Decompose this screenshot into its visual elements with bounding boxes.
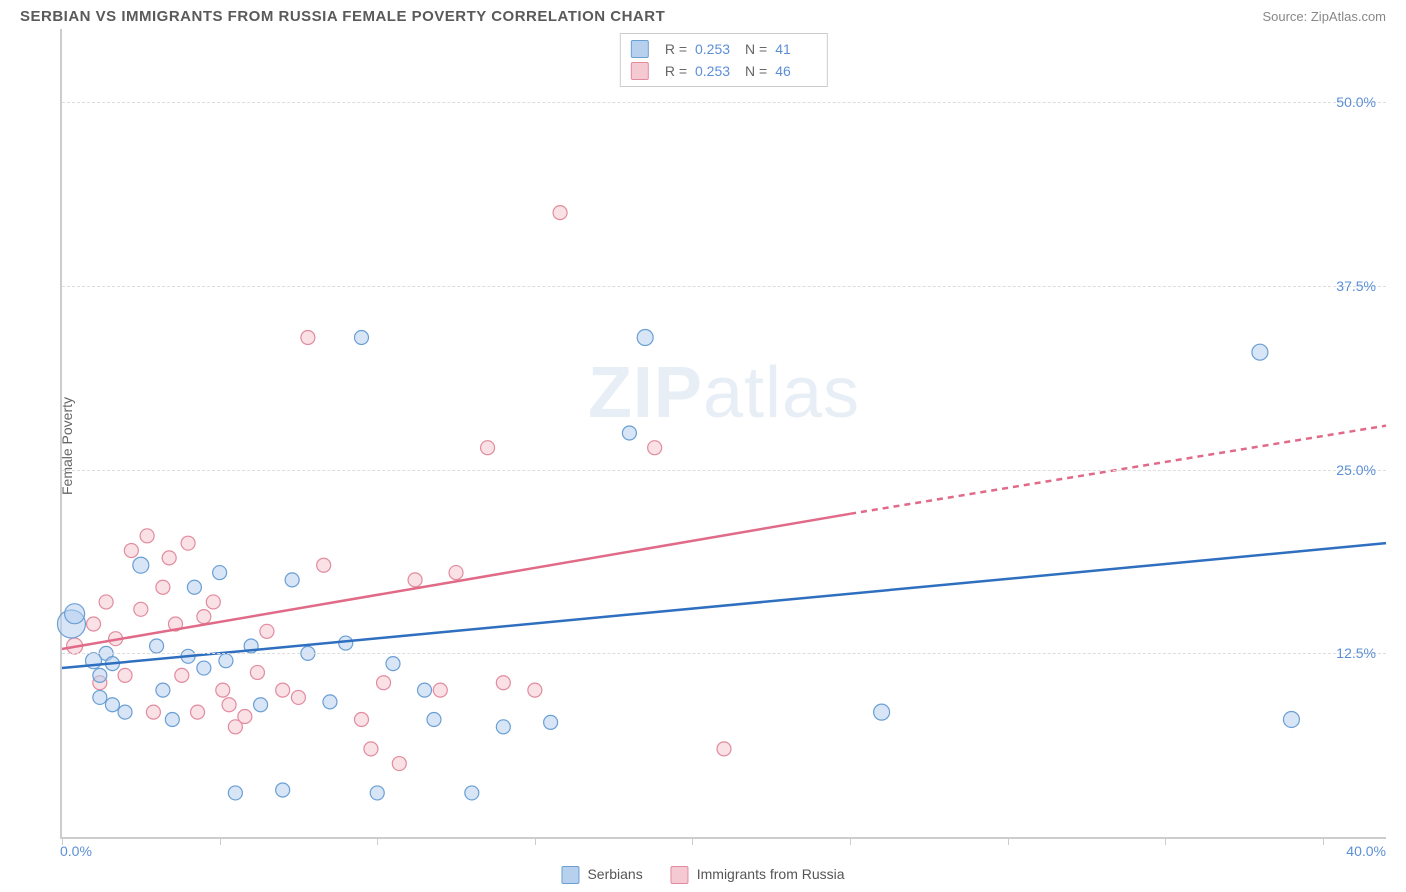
gridline [62,102,1386,103]
chart-plot-area: ZIPatlas R = 0.253 N = 41 R = 0.253 N = … [60,29,1386,839]
data-point [260,624,274,638]
data-point [197,661,211,675]
gridline [62,470,1386,471]
data-point [433,683,447,697]
data-point [377,676,391,690]
data-point [276,683,290,697]
data-point [150,639,164,653]
data-point [175,668,189,682]
data-point [481,441,495,455]
data-point [874,704,890,720]
data-point [364,742,378,756]
data-point [133,557,149,573]
data-point [386,657,400,671]
y-tick-label: 37.5% [1336,278,1376,294]
x-axis-end: 40.0% [1346,843,1386,859]
data-point [648,441,662,455]
data-point [146,705,160,719]
data-point [717,742,731,756]
data-point [181,536,195,550]
data-point [140,529,154,543]
data-point [449,566,463,580]
data-point [93,668,107,682]
data-point [418,683,432,697]
data-point [118,668,132,682]
series-legend: Serbians Immigrants from Russia [561,866,844,884]
data-point [134,602,148,616]
data-point [496,720,510,734]
data-point [191,705,205,719]
data-point [370,786,384,800]
data-point [105,698,119,712]
legend-item-russians: Immigrants from Russia [671,866,845,884]
data-point [528,683,542,697]
data-point [317,558,331,572]
data-point [99,595,113,609]
data-point [637,330,653,346]
data-point [156,683,170,697]
data-point [496,676,510,690]
swatch-pink-icon [671,866,689,884]
data-point [544,715,558,729]
data-point [162,551,176,565]
data-point [1252,344,1268,360]
legend-item-serbians: Serbians [561,866,642,884]
data-point [427,712,441,726]
data-point [354,331,368,345]
trend-line [62,514,850,649]
data-point [354,712,368,726]
scatter-svg [62,29,1386,837]
data-point [1283,711,1299,727]
data-point [392,757,406,771]
trend-line [62,543,1386,668]
data-point [219,654,233,668]
y-tick-label: 12.5% [1336,645,1376,661]
gridline [62,286,1386,287]
data-point [118,705,132,719]
data-point [254,698,268,712]
data-point [285,573,299,587]
data-point [93,690,107,704]
data-point [216,683,230,697]
gridline [62,653,1386,654]
data-point [291,690,305,704]
data-point [250,665,264,679]
source-label: Source: ZipAtlas.com [1262,9,1386,24]
data-point [276,783,290,797]
y-tick-label: 25.0% [1336,462,1376,478]
data-point [622,426,636,440]
data-point [222,698,236,712]
data-point [339,636,353,650]
data-point [213,566,227,580]
data-point [228,786,242,800]
data-point [156,580,170,594]
data-point [165,712,179,726]
y-tick-label: 50.0% [1336,94,1376,110]
data-point [301,331,315,345]
data-point [197,610,211,624]
data-point [465,786,479,800]
x-axis-start: 0.0% [60,843,92,859]
data-point [408,573,422,587]
data-point [323,695,337,709]
data-point [87,617,101,631]
data-point [206,595,220,609]
data-point [124,544,138,558]
data-point [187,580,201,594]
data-point [553,206,567,220]
chart-title: SERBIAN VS IMMIGRANTS FROM RUSSIA FEMALE… [20,8,665,25]
data-point [238,710,252,724]
data-point [65,604,85,624]
swatch-blue-icon [561,866,579,884]
